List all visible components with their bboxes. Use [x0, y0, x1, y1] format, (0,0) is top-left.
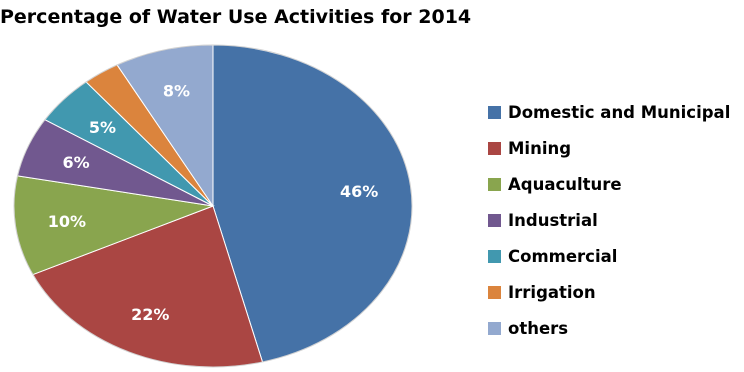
legend-swatch	[488, 249, 501, 263]
legend-swatch	[488, 285, 501, 299]
legend-label: Commercial	[508, 246, 618, 266]
chart-legend: Domestic and Municipal Mining Aquaculture I…	[488, 94, 730, 346]
pie-slice-domestic-and-municipal	[212, 44, 413, 363]
legend-label: Aquaculture	[508, 174, 622, 194]
legend-swatch	[488, 177, 501, 191]
legend-item-others: others	[488, 310, 730, 346]
pie-slice-aquaculture	[13, 175, 215, 276]
legend-item-domestic-and-municipal: Domestic and Municipal	[488, 94, 730, 130]
data-label-industrial: 6%	[63, 153, 90, 172]
pie-outline	[13, 44, 413, 368]
legend-item-commercial: Commercial	[488, 238, 730, 274]
data-label-mining: 22%	[131, 305, 169, 324]
pie-slice-mining	[32, 205, 264, 368]
pie-slice-others	[116, 44, 214, 208]
legend-label: others	[508, 318, 569, 338]
legend-swatch	[488, 141, 501, 155]
data-label-aquaculture: 10%	[48, 212, 86, 231]
legend-item-industrial: Industrial	[488, 202, 730, 238]
pie-chart: 46% 22% 10% 6% 5% 8%	[13, 44, 413, 368]
legend-label: Industrial	[508, 210, 598, 230]
legend-swatch	[488, 321, 501, 335]
legend-item-mining: Mining	[488, 130, 730, 166]
legend-label: Irrigation	[508, 282, 596, 302]
legend-item-aquaculture: Aquaculture	[488, 166, 730, 202]
data-label-others: 8%	[163, 82, 190, 101]
legend-item-irrigation: Irrigation	[488, 274, 730, 310]
chart-title: Percentage of Water Use Activities for 2…	[0, 6, 472, 28]
legend-swatch	[488, 105, 501, 119]
data-label-domestic-and-municipal: 46%	[340, 182, 378, 201]
legend-label: Mining	[508, 138, 572, 158]
legend-swatch	[488, 213, 501, 227]
data-label-commercial: 5%	[89, 118, 116, 137]
legend-label: Domestic and Municipal	[508, 102, 731, 122]
